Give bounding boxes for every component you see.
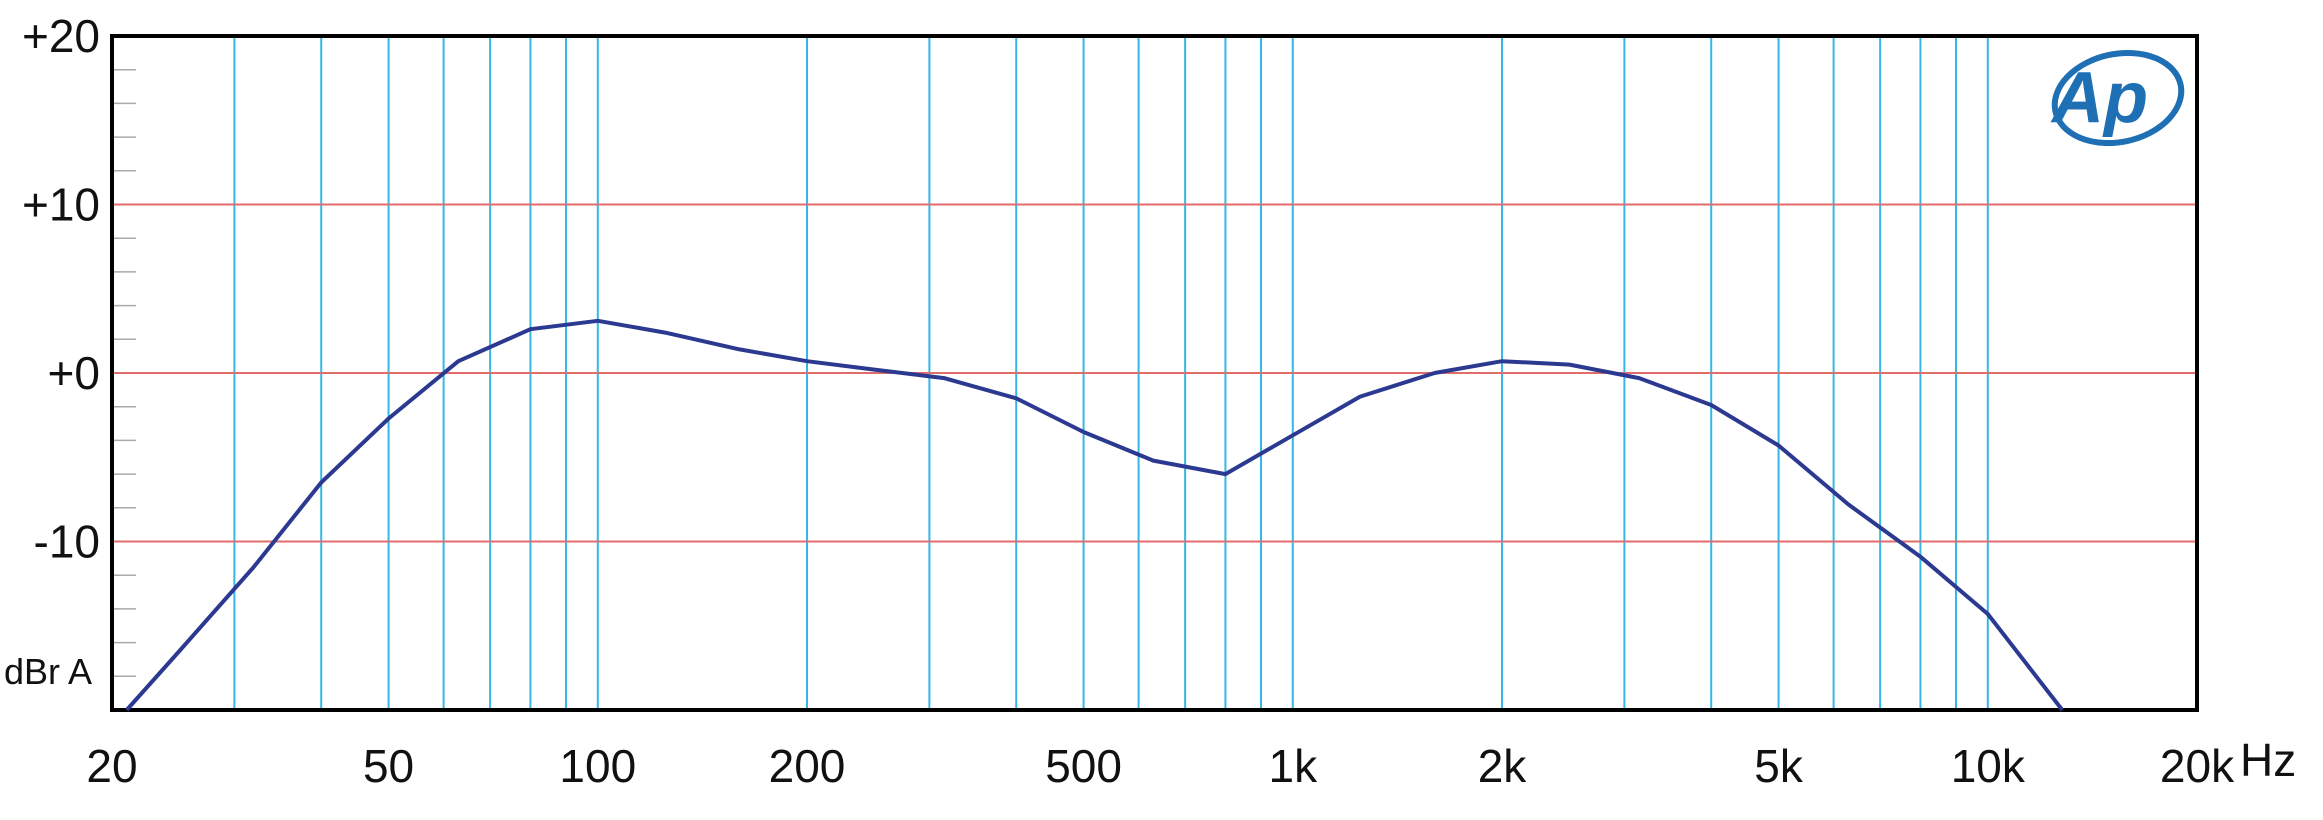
y-tick-label: +0	[48, 347, 100, 399]
ap-logo: Ap	[2050, 49, 2185, 147]
x-tick-label: 50	[363, 740, 414, 792]
x-tick-label: 10k	[1951, 740, 2026, 792]
x-tick-label: 1k	[1268, 740, 1318, 792]
y-tick-label: -10	[34, 516, 100, 568]
series-layer	[125, 318, 2064, 712]
x-tick-label: 2k	[1478, 740, 1528, 792]
y-tick-label: +20	[22, 10, 100, 62]
y-axis-label: dBr A	[4, 651, 92, 692]
logo-text: Ap	[2050, 58, 2148, 138]
x-tick-label: 20	[86, 740, 137, 792]
x-tick-label: 200	[769, 740, 846, 792]
y-tick-label: +10	[22, 179, 100, 231]
x-tick-label: 5k	[1754, 740, 1804, 792]
logo-swoosh-icon	[2051, 49, 2185, 147]
horizontal-grid	[112, 203, 2197, 543]
x-tick-label: 20k	[2160, 740, 2235, 792]
plot-frame	[110, 34, 2199, 712]
response-curve	[125, 318, 2064, 712]
y-tick-labels: +20 +10 +0 -10	[22, 10, 100, 568]
x-tick-label: 100	[559, 740, 636, 792]
x-tick-labels: 20 50 100 200 500 1k 2k 5k 10k 20k	[86, 740, 2235, 792]
minor-y-ticks	[112, 68, 136, 678]
x-tick-label: 500	[1045, 740, 1122, 792]
x-axis-label: Hz	[2240, 734, 2296, 786]
